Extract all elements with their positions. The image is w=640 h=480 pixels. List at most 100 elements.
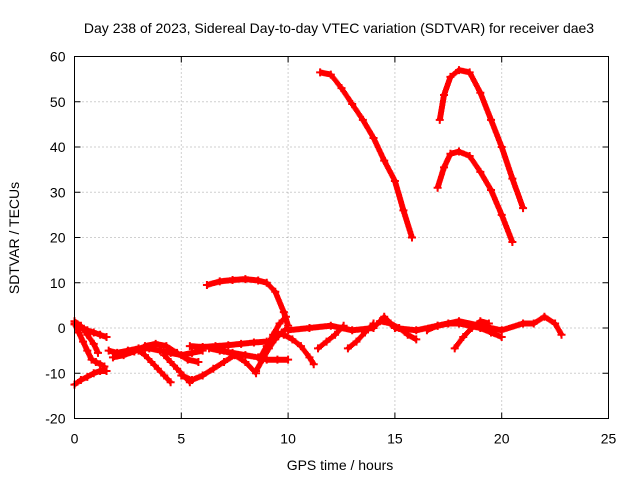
data-point bbox=[96, 330, 105, 339]
data-point bbox=[446, 72, 455, 81]
data-point bbox=[91, 357, 100, 366]
data-point bbox=[454, 66, 463, 75]
x-axis-label: GPS time / hours bbox=[287, 457, 394, 473]
data-point bbox=[508, 174, 517, 183]
series-arc-6 bbox=[108, 339, 203, 366]
data-point bbox=[465, 152, 474, 161]
data-point bbox=[508, 238, 517, 247]
series-arc-18 bbox=[314, 321, 348, 353]
data-point bbox=[316, 68, 325, 77]
data-point bbox=[459, 333, 468, 342]
data-point bbox=[407, 233, 416, 242]
data-point bbox=[194, 357, 203, 366]
data-point bbox=[162, 342, 171, 351]
data-point bbox=[173, 348, 182, 357]
data-point bbox=[102, 366, 111, 375]
data-point bbox=[331, 330, 340, 339]
data-point bbox=[215, 277, 224, 286]
data-point bbox=[487, 185, 496, 194]
data-point bbox=[273, 355, 282, 364]
data-point bbox=[433, 183, 442, 192]
data-point bbox=[202, 281, 211, 290]
data-point bbox=[198, 371, 207, 380]
data-point bbox=[185, 342, 194, 351]
data-point bbox=[309, 360, 318, 369]
data-point bbox=[220, 357, 229, 366]
data-point bbox=[220, 346, 229, 355]
x-tick-label: 10 bbox=[280, 431, 296, 447]
data-point bbox=[322, 337, 331, 346]
data-point bbox=[444, 319, 453, 328]
data-point bbox=[369, 133, 378, 142]
data-point bbox=[339, 321, 348, 330]
data-point bbox=[173, 364, 182, 373]
y-tick-label: 50 bbox=[50, 94, 66, 110]
data-point bbox=[284, 355, 293, 364]
data-point bbox=[74, 328, 83, 337]
series-arc-3 bbox=[70, 320, 111, 342]
y-tick-label: 10 bbox=[50, 275, 66, 291]
data-point bbox=[198, 343, 207, 352]
data-point bbox=[140, 342, 149, 351]
data-point bbox=[140, 351, 149, 360]
data-point bbox=[446, 149, 455, 158]
data-point bbox=[484, 319, 493, 328]
series-arc-25 bbox=[435, 66, 528, 213]
data-point bbox=[305, 353, 314, 362]
data-point bbox=[87, 355, 96, 364]
y-tick-label: -10 bbox=[45, 365, 65, 381]
series-arc-10 bbox=[185, 337, 271, 352]
y-tick-label: 0 bbox=[58, 320, 66, 336]
data-point bbox=[76, 323, 85, 332]
data-point bbox=[497, 333, 506, 342]
data-point bbox=[369, 319, 378, 328]
series-arc-23 bbox=[316, 68, 416, 242]
data-point bbox=[412, 335, 421, 344]
x-tick-label: 0 bbox=[71, 431, 79, 447]
data-point bbox=[205, 344, 214, 353]
data-point bbox=[108, 353, 117, 362]
chart-title: Day 238 of 2023, Sidereal Day-to-day VTE… bbox=[84, 20, 594, 36]
data-point bbox=[435, 115, 444, 124]
data-point bbox=[89, 328, 98, 337]
data-point bbox=[476, 317, 485, 326]
data-point bbox=[284, 326, 293, 335]
data-point bbox=[343, 344, 352, 353]
data-point bbox=[519, 204, 528, 213]
data-point bbox=[230, 351, 239, 360]
data-point bbox=[326, 321, 335, 330]
data-point bbox=[237, 339, 246, 348]
data-point bbox=[540, 312, 549, 321]
data-point bbox=[228, 276, 237, 285]
data-point bbox=[403, 330, 412, 339]
data-layer bbox=[70, 66, 566, 389]
data-point bbox=[89, 339, 98, 348]
data-point bbox=[254, 276, 263, 285]
data-point bbox=[279, 308, 288, 317]
data-point bbox=[465, 68, 474, 77]
series-arc-8 bbox=[160, 351, 194, 387]
data-point bbox=[412, 326, 421, 335]
data-point bbox=[241, 357, 250, 366]
data-point bbox=[262, 342, 271, 351]
data-point bbox=[76, 376, 85, 385]
data-point bbox=[422, 326, 431, 335]
data-point bbox=[224, 341, 233, 350]
data-point bbox=[288, 335, 297, 344]
data-point bbox=[241, 275, 250, 284]
data-point bbox=[153, 364, 162, 373]
data-point bbox=[155, 346, 164, 355]
data-point bbox=[454, 319, 463, 328]
y-tick-label: 60 bbox=[50, 49, 66, 65]
data-point bbox=[275, 319, 284, 328]
y-tick-label: -20 bbox=[45, 411, 65, 427]
data-point bbox=[252, 366, 261, 375]
data-point bbox=[450, 344, 459, 353]
series-arc-7 bbox=[134, 346, 175, 387]
data-point bbox=[360, 328, 369, 337]
x-tick-label: 5 bbox=[177, 431, 185, 447]
data-point bbox=[271, 328, 280, 337]
data-point bbox=[358, 115, 367, 124]
y-axis-label: SDTVAR / TECUs bbox=[6, 182, 22, 294]
